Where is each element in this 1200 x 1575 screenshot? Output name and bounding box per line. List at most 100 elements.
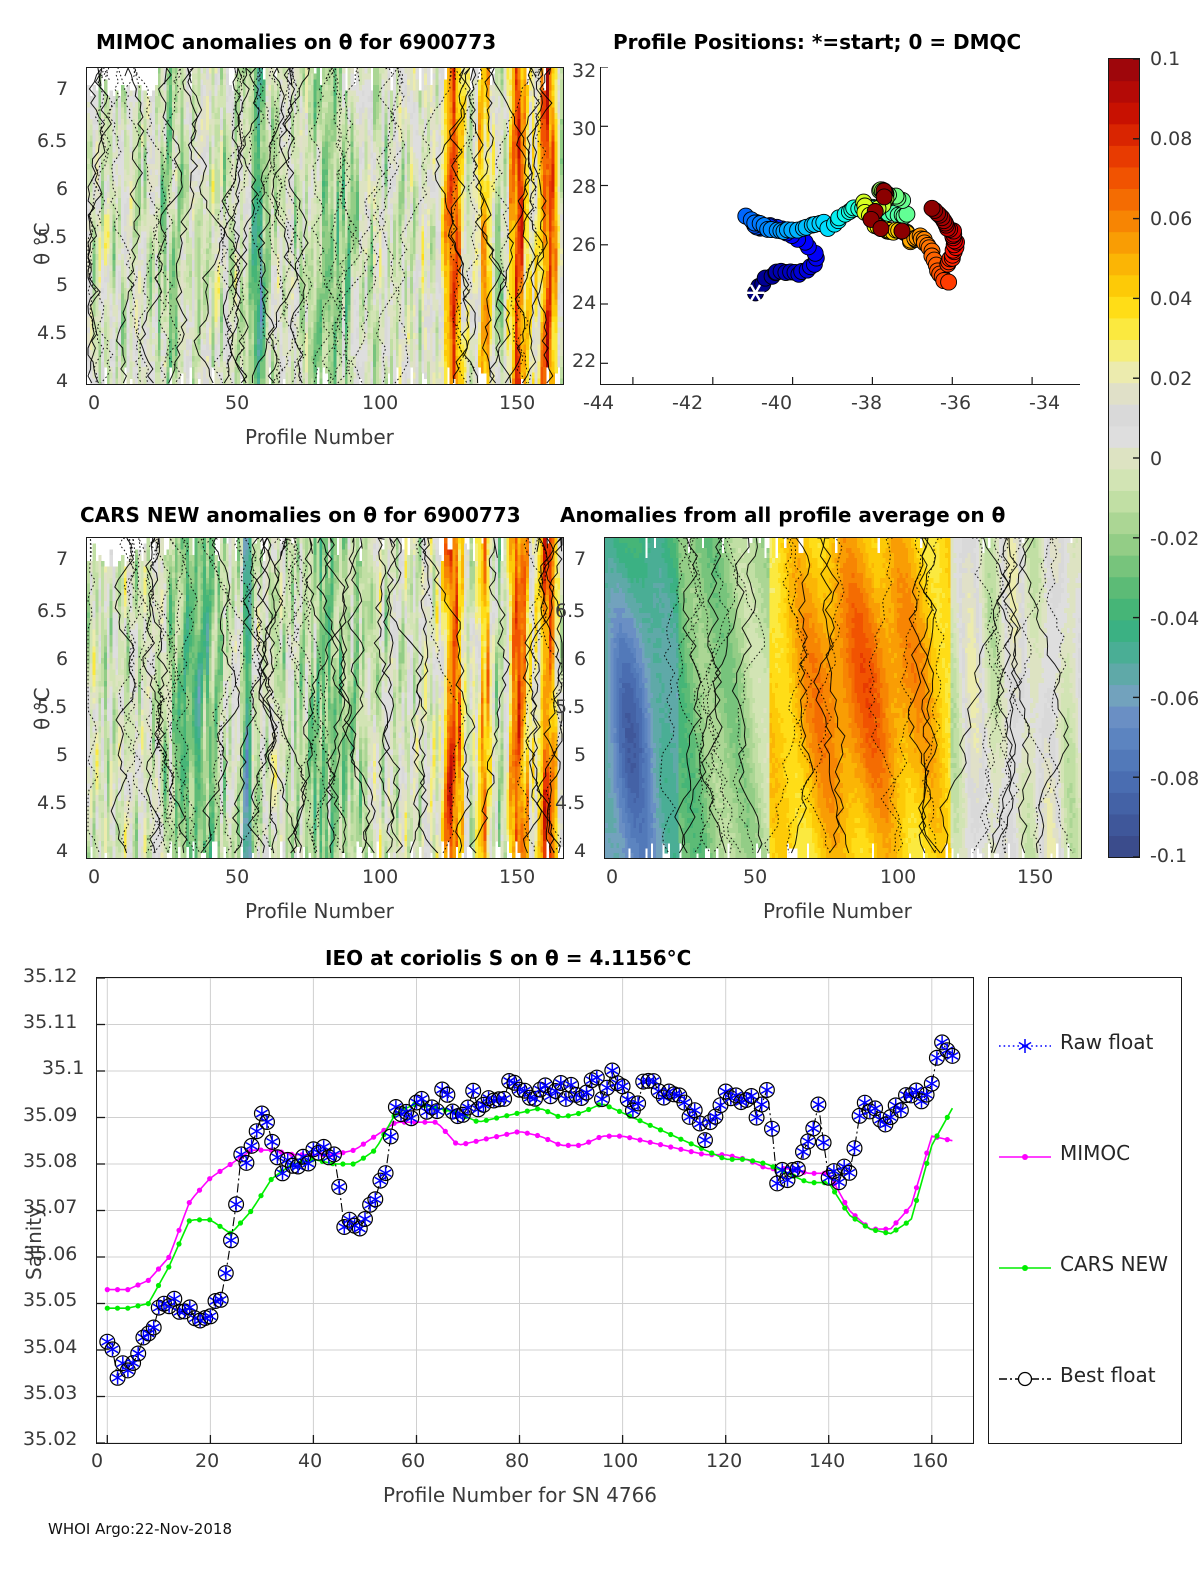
cars-xtick-150: 150 [499,866,535,888]
salinity-ytick-35p02: 35.02 [23,1428,77,1450]
cars-heatmap-canvas [87,538,563,858]
salinity-x-axis-label: Profile Number for SN 4766 [383,1483,657,1507]
salinity-xtick-0: 0 [91,1450,103,1472]
positions-ytick-32: 32 [572,60,596,82]
cars-ytick-5: 5 [56,744,68,766]
colorbar-tick-1: 0.08 [1150,128,1192,150]
salinity-ytick-35p12: 35.12 [23,965,77,987]
positions-panel-title: Profile Positions: *=start; 0 = DMQC [613,30,1021,54]
cars-ytick-6: 6 [56,648,68,670]
positions-ytick-22: 22 [572,350,596,372]
legend-label-cars-new: CARS NEW [1060,1252,1168,1276]
mimoc-xtick-150: 150 [499,392,535,414]
mimoc-ytick-5: 5 [56,274,68,296]
allprofile-x-axis-label: Profile Number [763,899,912,923]
mimoc-heatmap-canvas [87,68,563,384]
allprofile-xtick-0: 0 [606,866,618,888]
allprofile-xtick-50: 50 [743,866,767,888]
positions-xtick--40: -40 [761,392,792,414]
salinity-legend [988,977,1182,1444]
colorbar-tick-10: -0.1 [1150,845,1187,867]
profile-positions-scatter [600,67,1080,385]
salinity-xtick-80: 80 [505,1450,529,1472]
salinity-xtick-100: 100 [602,1450,638,1472]
colorbar-tick-4: 0.02 [1150,368,1192,390]
positions-xtick--36: -36 [940,392,971,414]
positions-xtick--38: -38 [851,392,882,414]
cars-x-axis-label: Profile Number [245,899,394,923]
legend-label-best-float: Best float [1060,1363,1156,1387]
allprofile-ytick-5: 5 [574,744,586,766]
positions-xtick--44: -44 [583,392,614,414]
positions-ytick-24: 24 [572,292,596,314]
positions-ytick-28: 28 [572,176,596,198]
colorbar-tick-9: -0.08 [1150,768,1199,790]
mimoc-xtick-100: 100 [362,392,398,414]
salinity-ytick-35p07: 35.07 [23,1196,77,1218]
cars-xtick-0: 0 [88,866,100,888]
cars-xtick-50: 50 [225,866,249,888]
positions-xtick--42: -42 [672,392,703,414]
colorbar-tick-0: 0.1 [1150,48,1180,70]
positions-ytick-30: 30 [572,118,596,140]
colorbar-gradient [1109,59,1139,857]
legend-sample-lines [999,1039,1051,1387]
mimoc-ytick-6p5: 6.5 [37,130,67,152]
colorbar-tick-6: -0.02 [1150,528,1199,550]
positions-scatter-canvas [601,67,1033,384]
mimoc-panel-title: MIMOC anomalies on θ for 6900773 [96,30,496,54]
salinity-xtick-120: 120 [706,1450,742,1472]
positions-ytick-26: 26 [572,234,596,256]
salinity-ytick-35p09: 35.09 [23,1104,77,1126]
cars-panel-title: CARS NEW anomalies on θ for 6900773 [80,503,521,527]
salinity-xtick-40: 40 [298,1450,322,1472]
salinity-plot-canvas [97,978,973,1443]
salinity-xtick-60: 60 [401,1450,425,1472]
cars-xtick-100: 100 [362,866,398,888]
salinity-ytick-35p11: 35.11 [23,1011,77,1033]
mimoc-ytick-7: 7 [56,78,68,100]
legend-label-raw-float: Raw float [1060,1030,1153,1054]
positions-xtick--34: -34 [1029,392,1060,414]
salinity-ytick-35p06: 35.06 [23,1243,77,1265]
cars-anomaly-heatmap [86,537,564,859]
cars-ytick-6p5: 6.5 [37,600,67,622]
allprofile-ytick-7: 7 [574,548,586,570]
salinity-timeseries-plot [96,977,974,1444]
allprofile-panel-title: Anomalies from all profile average on θ [560,503,1005,527]
salinity-xtick-160: 160 [912,1450,948,1472]
allprofile-ytick-4: 4 [574,840,586,862]
salinity-ytick-35p05: 35.05 [23,1289,77,1311]
cars-ytick-7: 7 [56,548,68,570]
cars-ytick-4p5: 4.5 [37,792,67,814]
allprofile-ytick-6: 6 [574,648,586,670]
mimoc-ytick-6: 6 [56,178,68,200]
colorbar-tick-8: -0.06 [1150,688,1199,710]
salinity-ytick-35p08: 35.08 [23,1150,77,1172]
colorbar-tick-5: 0 [1150,448,1162,470]
colorbar-tick-3: 0.04 [1150,288,1192,310]
mimoc-xtick-0: 0 [88,392,100,414]
salinity-ytick-35p04: 35.04 [23,1336,77,1358]
colorbar-tick-7: -0.04 [1150,608,1199,630]
salinity-ytick-35p03: 35.03 [23,1382,77,1404]
mimoc-ytick-4p5: 4.5 [37,322,67,344]
allprofile-heatmap-canvas [605,538,1081,858]
allprofile-ytick-6p5: 6.5 [555,600,585,622]
allprofile-xtick-100: 100 [880,866,916,888]
salinity-panel-title: IEO at coriolis S on θ = 4.1156°C [325,946,691,970]
cars-ytick-5p5: 5.5 [37,696,67,718]
allprofile-xtick-150: 150 [1017,866,1053,888]
allprofile-anomaly-heatmap [604,537,1082,859]
salinity-xtick-20: 20 [195,1450,219,1472]
legend-label-mimoc: MIMOC [1060,1141,1130,1165]
colorbar-tick-2: 0.06 [1150,208,1192,230]
mimoc-anomaly-heatmap [86,67,564,385]
salinity-ytick-35p1: 35.1 [42,1057,84,1079]
mimoc-xtick-50: 50 [225,392,249,414]
allprofile-ytick-5p5: 5.5 [555,696,585,718]
figure-footer: WHOI Argo:22-Nov-2018 [48,1520,232,1538]
anomaly-colorbar [1108,58,1140,858]
mimoc-x-axis-label: Profile Number [245,425,394,449]
